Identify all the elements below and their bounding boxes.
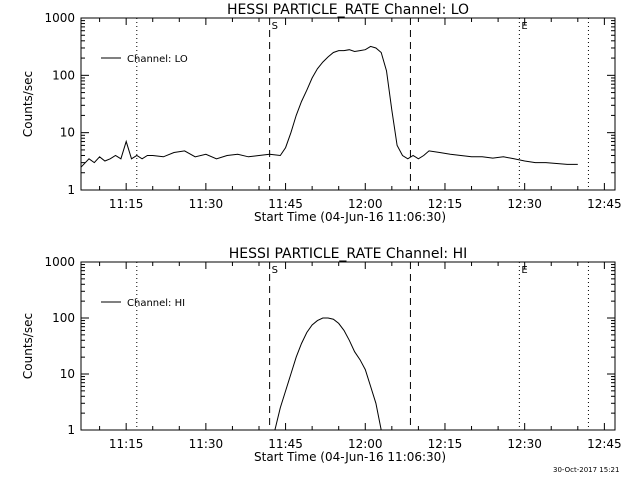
y-axis-label: Counts/sec	[21, 313, 35, 379]
x-tick-label: 12:30	[507, 437, 542, 451]
footer-timestamp: 30-Oct-2017 15:21	[553, 466, 620, 474]
x-tick-label: 12:45	[587, 437, 622, 451]
chart-title: HESSI PARTICLE_RATE Channel: LO	[227, 2, 469, 18]
x-tick-label: 11:15	[109, 197, 144, 211]
y-tick-label: 1	[67, 183, 75, 197]
x-tick-label: 11:30	[189, 197, 224, 211]
x-tick-label: 12:15	[428, 437, 463, 451]
y-tick-label: 1000	[44, 11, 75, 25]
chart-title: HESSI PARTICLE_RATE Channel: HI	[229, 246, 467, 262]
x-tick-label: 11:30	[189, 437, 224, 451]
y-tick-label: 1	[67, 423, 75, 437]
y-tick-label: 100	[52, 68, 75, 82]
x-tick-label: 12:00	[348, 437, 383, 451]
event-marker-label: E	[521, 21, 527, 32]
x-tick-label: 12:15	[428, 197, 463, 211]
event-marker-label: S	[272, 265, 278, 276]
x-axis-label: Start Time (04-Jun-16 11:06:30)	[254, 450, 446, 464]
x-tick-label: 12:30	[507, 197, 542, 211]
x-tick-label: 12:00	[348, 197, 383, 211]
series-line	[81, 45, 578, 168]
series-line	[274, 317, 382, 430]
y-axis-label: Counts/sec	[21, 71, 35, 137]
event-marker-label: S	[272, 21, 278, 32]
y-tick-label: 10	[60, 367, 75, 381]
x-tick-label: 12:45	[587, 197, 622, 211]
chart-panel-0: HESSI PARTICLE_RATE Channel: LO 11:15 11:3…	[21, 2, 622, 224]
legend-label: Channel: LO	[127, 54, 188, 65]
event-marker-label: E	[521, 265, 527, 276]
chart-panel-1: HESSI PARTICLE_RATE Channel: HI 11:15 11:3…	[21, 246, 622, 464]
y-tick-label: 10	[60, 126, 75, 140]
x-tick-label: 11:45	[268, 197, 303, 211]
x-tick-label: 11:15	[109, 437, 144, 451]
plot-frame	[80, 261, 616, 431]
y-tick-label: 100	[52, 311, 75, 325]
y-tick-label: 1000	[44, 255, 75, 269]
legend-label: Channel: HI	[127, 298, 185, 309]
x-tick-label: 11:45	[268, 437, 303, 451]
x-axis-label: Start Time (04-Jun-16 11:06:30)	[254, 210, 446, 224]
plot-frame	[80, 17, 616, 191]
